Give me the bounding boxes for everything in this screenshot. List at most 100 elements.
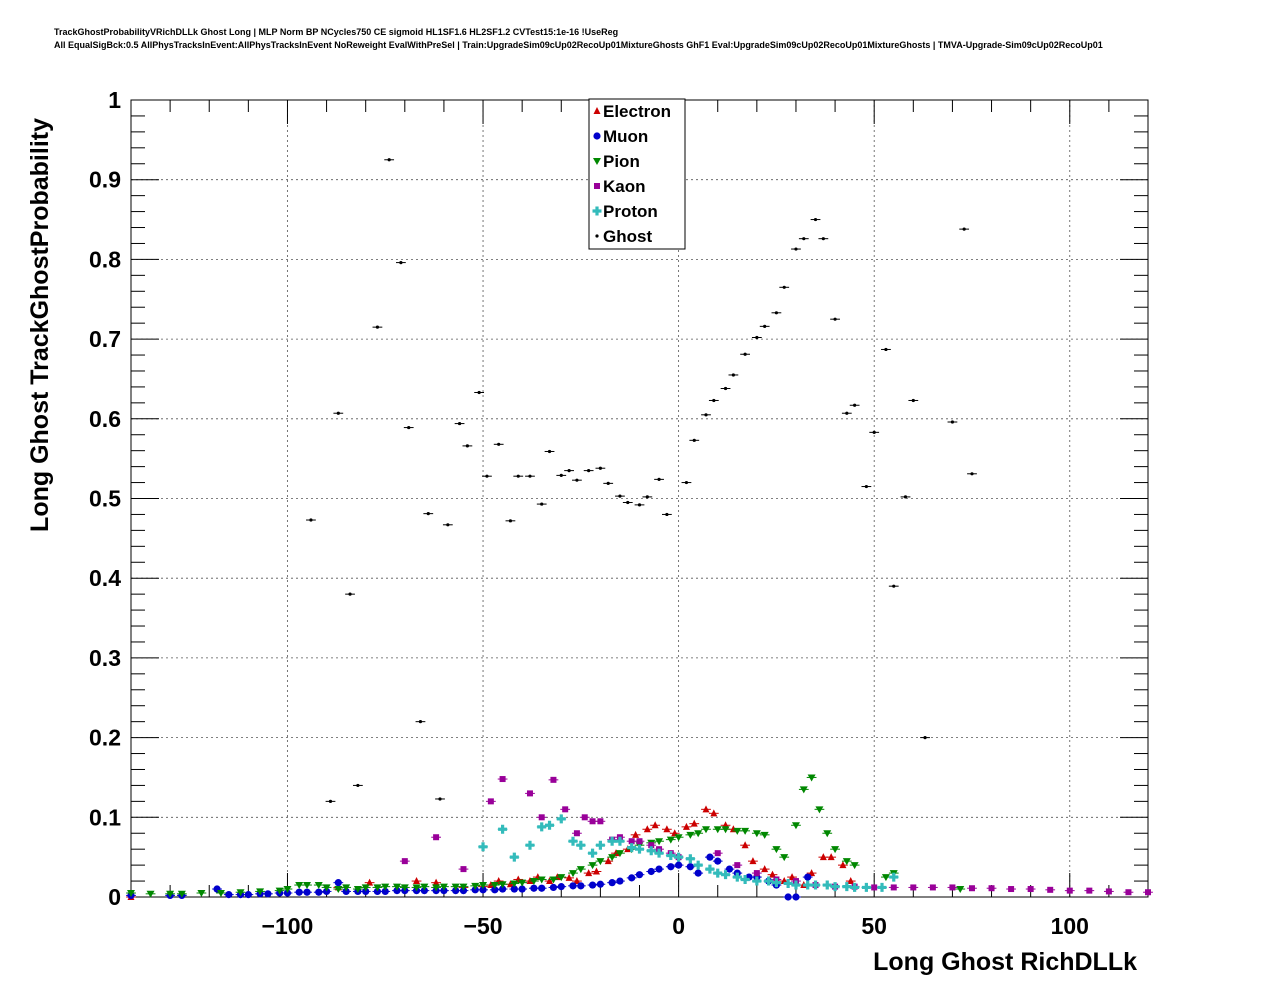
data-point (923, 736, 927, 740)
data-point (655, 838, 664, 846)
data-point (557, 883, 565, 891)
data-point (538, 884, 546, 892)
data-point (596, 880, 604, 888)
data-point (763, 324, 767, 328)
legend-label: Electron (603, 102, 671, 121)
data-point (753, 870, 760, 877)
y-tick-label: 0.8 (89, 246, 121, 272)
data-point (861, 882, 871, 892)
data-point (842, 882, 852, 892)
data-point (588, 881, 597, 889)
data-point (438, 797, 442, 801)
data-point (675, 861, 683, 869)
data-point (839, 861, 847, 869)
data-point (830, 882, 840, 892)
data-point (962, 227, 966, 231)
data-point (956, 886, 965, 894)
data-point (637, 503, 642, 507)
legend-marker (593, 107, 601, 114)
legend-marker (592, 206, 602, 216)
data-point (537, 876, 546, 884)
data-point (361, 884, 370, 892)
data-point (929, 884, 936, 891)
data-point (549, 876, 558, 884)
data-point (635, 871, 644, 879)
data-point (686, 863, 694, 871)
data-point (1066, 887, 1073, 894)
data-point (197, 890, 206, 898)
data-point (872, 430, 876, 434)
data-point (550, 776, 557, 783)
data-point (731, 373, 735, 377)
data-point (314, 882, 323, 890)
data-point (702, 805, 710, 813)
data-point (628, 874, 636, 882)
data-point (813, 217, 818, 222)
data-point (589, 818, 596, 825)
data-point (392, 883, 401, 891)
data-point (559, 473, 563, 477)
legend-marker (595, 234, 599, 238)
data-point (576, 840, 586, 850)
data-point (573, 877, 581, 885)
data-point (723, 386, 728, 391)
data-point (712, 398, 716, 403)
data-point (1145, 889, 1151, 896)
data-point (706, 853, 714, 861)
chart-title-line-1: TrackGhostProbabilityVRichDLLk Ghost Lon… (54, 27, 618, 37)
x-tick-label: −100 (262, 913, 314, 939)
data-point (407, 425, 411, 430)
data-point (764, 876, 774, 886)
legend-label: Pion (603, 152, 640, 171)
data-point (721, 870, 731, 880)
data-point (819, 853, 827, 861)
data-point (968, 885, 975, 892)
data-point (166, 890, 175, 898)
data-point (538, 814, 545, 821)
data-point (791, 822, 800, 830)
data-series (126, 158, 1153, 901)
data-point (761, 865, 769, 873)
data-point (597, 818, 604, 825)
data-point (587, 469, 591, 473)
data-point (498, 885, 507, 893)
data-point (903, 495, 908, 499)
data-point (518, 879, 527, 887)
legend-marker (593, 132, 601, 140)
x-tick-labels: −100 −50 0 50 100 (262, 913, 1089, 939)
data-point (607, 836, 617, 846)
data-point (732, 872, 742, 882)
data-point (575, 478, 579, 482)
data-point (387, 158, 391, 162)
data-point (884, 347, 888, 352)
legend-entry-kaon: Kaon (594, 177, 646, 196)
data-point (864, 484, 868, 489)
data-point (889, 872, 899, 882)
data-point (1086, 887, 1093, 894)
data-point (342, 884, 351, 892)
data-point (451, 883, 460, 891)
data-point (528, 474, 532, 478)
data-point (508, 519, 513, 523)
data-point (334, 879, 342, 887)
data-point (418, 720, 423, 724)
data-point (432, 878, 440, 886)
y-tick-label: 0.1 (89, 804, 121, 830)
data-point (850, 862, 859, 870)
data-point (295, 888, 303, 896)
data-point (645, 495, 649, 499)
data-point (373, 884, 382, 892)
data-point (264, 890, 272, 898)
data-point (743, 352, 747, 356)
legend: Electron Muon Pion Kaon Proton Ghost (588, 98, 686, 250)
data-point (632, 830, 640, 838)
data-point (596, 858, 605, 866)
data-point (401, 858, 408, 865)
y-tick-label: 0.3 (89, 645, 121, 671)
data-point (881, 874, 890, 882)
data-point (740, 874, 750, 884)
data-point (615, 850, 624, 858)
data-point (530, 884, 538, 892)
legend-label: Muon (603, 127, 648, 146)
series-pion (126, 774, 966, 898)
